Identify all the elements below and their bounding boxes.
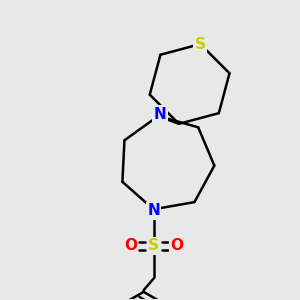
Text: O: O (124, 238, 137, 253)
Text: O: O (170, 238, 183, 253)
Text: N: N (154, 107, 166, 122)
Text: N: N (147, 203, 160, 218)
Text: S: S (195, 37, 206, 52)
Text: S: S (148, 238, 159, 253)
